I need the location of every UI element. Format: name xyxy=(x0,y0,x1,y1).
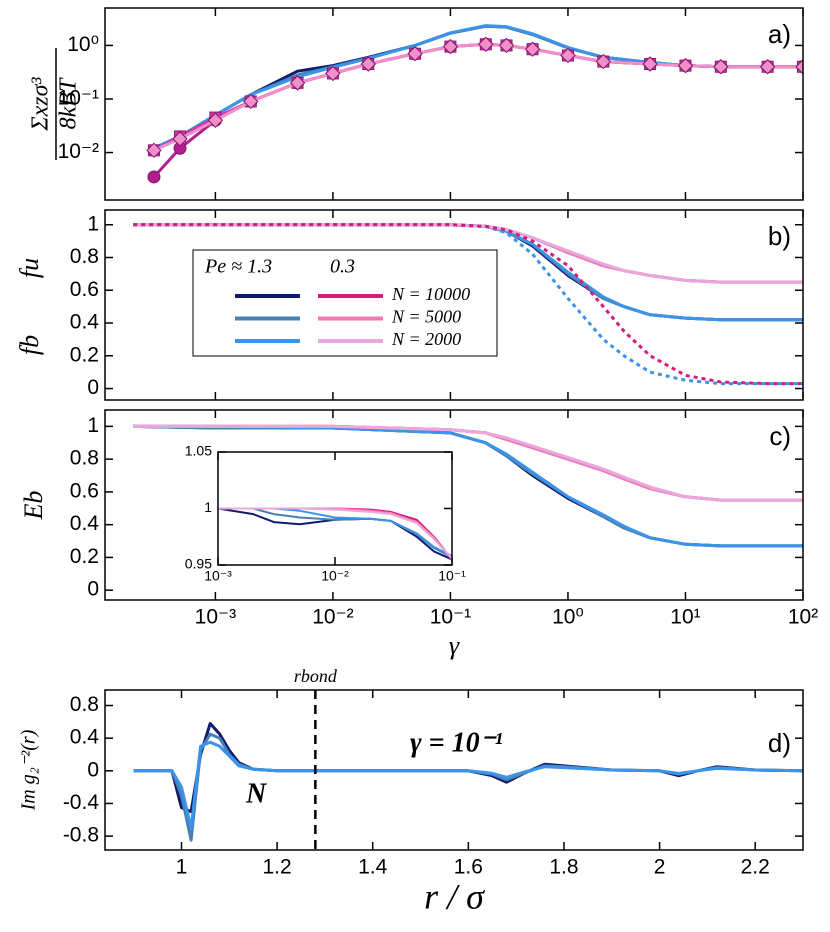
series-group xyxy=(218,507,452,561)
y-tick-label: 1 xyxy=(87,212,99,235)
x-tick-label: 2.2 xyxy=(741,856,770,879)
y-axis-label: 8kBT xyxy=(56,77,82,129)
marker xyxy=(713,59,729,75)
series-group xyxy=(146,24,803,184)
plot-area xyxy=(105,8,803,200)
panel-label: d) xyxy=(768,728,791,758)
marker xyxy=(642,56,658,72)
legend-label: N = 10000 xyxy=(391,284,470,304)
marker xyxy=(478,36,494,53)
series-line xyxy=(133,740,803,830)
y-tick-label: 0.4 xyxy=(70,311,100,334)
marker xyxy=(759,59,776,75)
y-tick-label: 0 xyxy=(87,758,99,781)
y-tick-label: 0.8 xyxy=(70,447,99,470)
marker xyxy=(325,65,341,82)
x-tick-label: 2 xyxy=(654,856,666,879)
y-tick-label: 0.8 xyxy=(70,693,99,716)
series-group xyxy=(133,223,803,386)
marker xyxy=(289,75,306,91)
marker xyxy=(407,46,423,62)
x-tick-label: 1.4 xyxy=(358,856,388,879)
x-tick-label: 1 xyxy=(176,856,188,879)
x-tick-label: 1.2 xyxy=(263,856,292,879)
marker xyxy=(677,57,694,74)
series-group xyxy=(133,424,803,548)
series-line xyxy=(133,223,803,386)
marker xyxy=(146,142,162,159)
x-tick-label: 10⁻³ xyxy=(195,606,236,629)
series-line xyxy=(133,424,803,502)
x-tick-label: 1.6 xyxy=(454,856,483,879)
x-tick-label: 10⁻² xyxy=(312,606,353,629)
legend-box xyxy=(192,249,498,357)
x-tick-label: 10¹ xyxy=(670,606,700,629)
y-tick-label: 0.95 xyxy=(185,556,212,572)
y-tick-label: 0.8 xyxy=(70,245,99,268)
marker xyxy=(172,131,188,147)
y-axis-label: Eb xyxy=(19,491,48,521)
series-group xyxy=(133,722,803,842)
marker xyxy=(360,56,376,72)
y-tick-label: 0 xyxy=(87,376,99,399)
marker xyxy=(560,47,576,64)
x-tick-label: 10² xyxy=(788,606,818,629)
marker xyxy=(243,93,259,110)
y-tick-label: 10⁻¹ xyxy=(58,87,99,110)
series-line xyxy=(133,223,803,284)
panel-label: c) xyxy=(769,421,791,451)
annotation: γ = 10⁻¹ xyxy=(410,727,503,758)
plot-frame xyxy=(104,409,804,601)
y-axis-label: Σxzσ³ xyxy=(28,77,54,132)
legend-label: N = 2000 xyxy=(391,329,461,349)
series-line xyxy=(218,507,452,559)
marker xyxy=(207,112,224,129)
plot-frame xyxy=(104,209,804,401)
x-axis-label: r / σ xyxy=(424,876,485,916)
marker xyxy=(595,53,612,70)
y-tick-label: 0.6 xyxy=(70,278,99,301)
marker xyxy=(795,59,803,75)
x-tick-label: 1.8 xyxy=(549,856,578,879)
marker xyxy=(524,41,541,57)
panel-label: b) xyxy=(768,221,791,251)
y-tick-label: 10⁻² xyxy=(58,140,99,163)
y-tick-label: 0.2 xyxy=(70,545,99,568)
y-axis-label: fb xyxy=(15,335,44,355)
x-tick-label: 10⁰ xyxy=(552,606,584,629)
series-line xyxy=(133,424,803,548)
y-tick-label: 1 xyxy=(204,499,212,515)
legend-label: N = 5000 xyxy=(391,307,461,327)
y-tick-label: 0.6 xyxy=(70,479,99,502)
y-tick-label: 1.05 xyxy=(185,443,212,459)
y-axis-label: fu xyxy=(15,258,44,278)
reference-label: rbond xyxy=(294,666,338,686)
arrow-label: N xyxy=(245,778,268,809)
y-tick-label: 0.4 xyxy=(70,726,100,749)
legend-header: Pe ≈ 1.3 xyxy=(204,256,272,278)
y-tick-label: 1 xyxy=(87,414,99,437)
y-tick-label: 0.2 xyxy=(70,343,99,366)
plot-frame xyxy=(104,7,804,201)
plot-frame xyxy=(217,451,453,566)
x-tick-label: 10⁻¹ xyxy=(430,606,471,629)
x-tick-label: 10⁻² xyxy=(321,568,349,584)
y-axis-label: Im g₂⁻²(r) xyxy=(18,729,40,811)
y-tick-label: 10⁰ xyxy=(67,33,99,56)
plot-frame xyxy=(104,689,804,851)
panel-label: a) xyxy=(768,19,791,49)
x-tick-label: 10⁻³ xyxy=(204,568,232,584)
marker xyxy=(498,37,515,54)
x-tick-label: 10⁻¹ xyxy=(438,568,466,584)
marker xyxy=(147,170,161,184)
y-tick-label: 0.4 xyxy=(70,512,100,535)
marker xyxy=(442,38,459,55)
y-tick-label: 0 xyxy=(87,578,99,601)
y-tick-label: -0.4 xyxy=(63,791,100,814)
x-axis-label: γ xyxy=(449,631,460,660)
legend-header: 0.3 xyxy=(330,256,355,278)
y-tick-label: -0.8 xyxy=(63,824,99,847)
